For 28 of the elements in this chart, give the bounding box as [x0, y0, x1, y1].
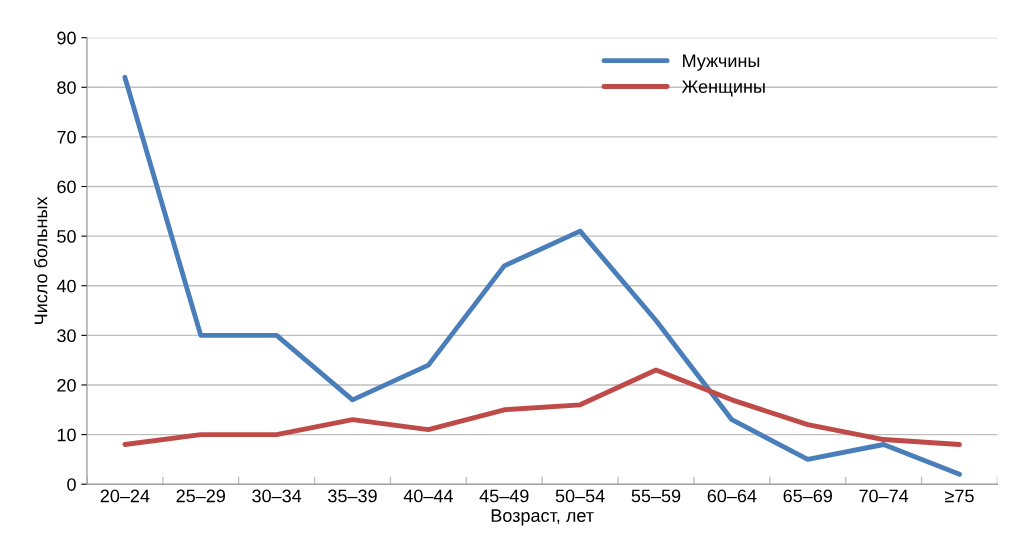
x-tick-label: 35–39 — [328, 489, 377, 503]
x-tick-label: ≥75 — [945, 489, 974, 503]
y-tick-label: 0 — [67, 478, 76, 491]
y-tick-label: 60 — [57, 180, 76, 194]
y-tick-label: 90 — [57, 31, 76, 45]
y-tick-label: 30 — [57, 329, 76, 343]
y-tick-label: 80 — [57, 81, 76, 94]
legend-label: Женщины — [681, 80, 765, 97]
x-tick-label: 20–24 — [100, 489, 150, 503]
x-tick-label: 60–64 — [707, 489, 757, 503]
y-tick-label: 40 — [56, 279, 76, 293]
x-tick-label: 25–29 — [176, 489, 226, 503]
line-series — [122, 74, 962, 477]
y-axis-title: Число больных — [33, 196, 48, 324]
y-tick-label: 20 — [57, 378, 76, 392]
x-tick-label: 65–69 — [783, 489, 832, 503]
x-tick-label: 45–49 — [479, 489, 529, 503]
y-tick-label: 10 — [57, 428, 76, 442]
x-tick-label: 50–54 — [555, 489, 605, 503]
x-axis-title: Возраст, лет — [491, 509, 594, 526]
x-tick-label: 40–44 — [403, 489, 453, 503]
y-tick-label: 70 — [57, 130, 76, 144]
x-tick-label: 55–59 — [631, 489, 681, 503]
x-tick-label: 30–34 — [252, 489, 302, 503]
line-series — [122, 367, 962, 447]
y-tick-label: 50 — [57, 230, 76, 243]
x-tick-label: 70–74 — [859, 489, 909, 503]
legend-label: Мужчины — [683, 54, 760, 71]
